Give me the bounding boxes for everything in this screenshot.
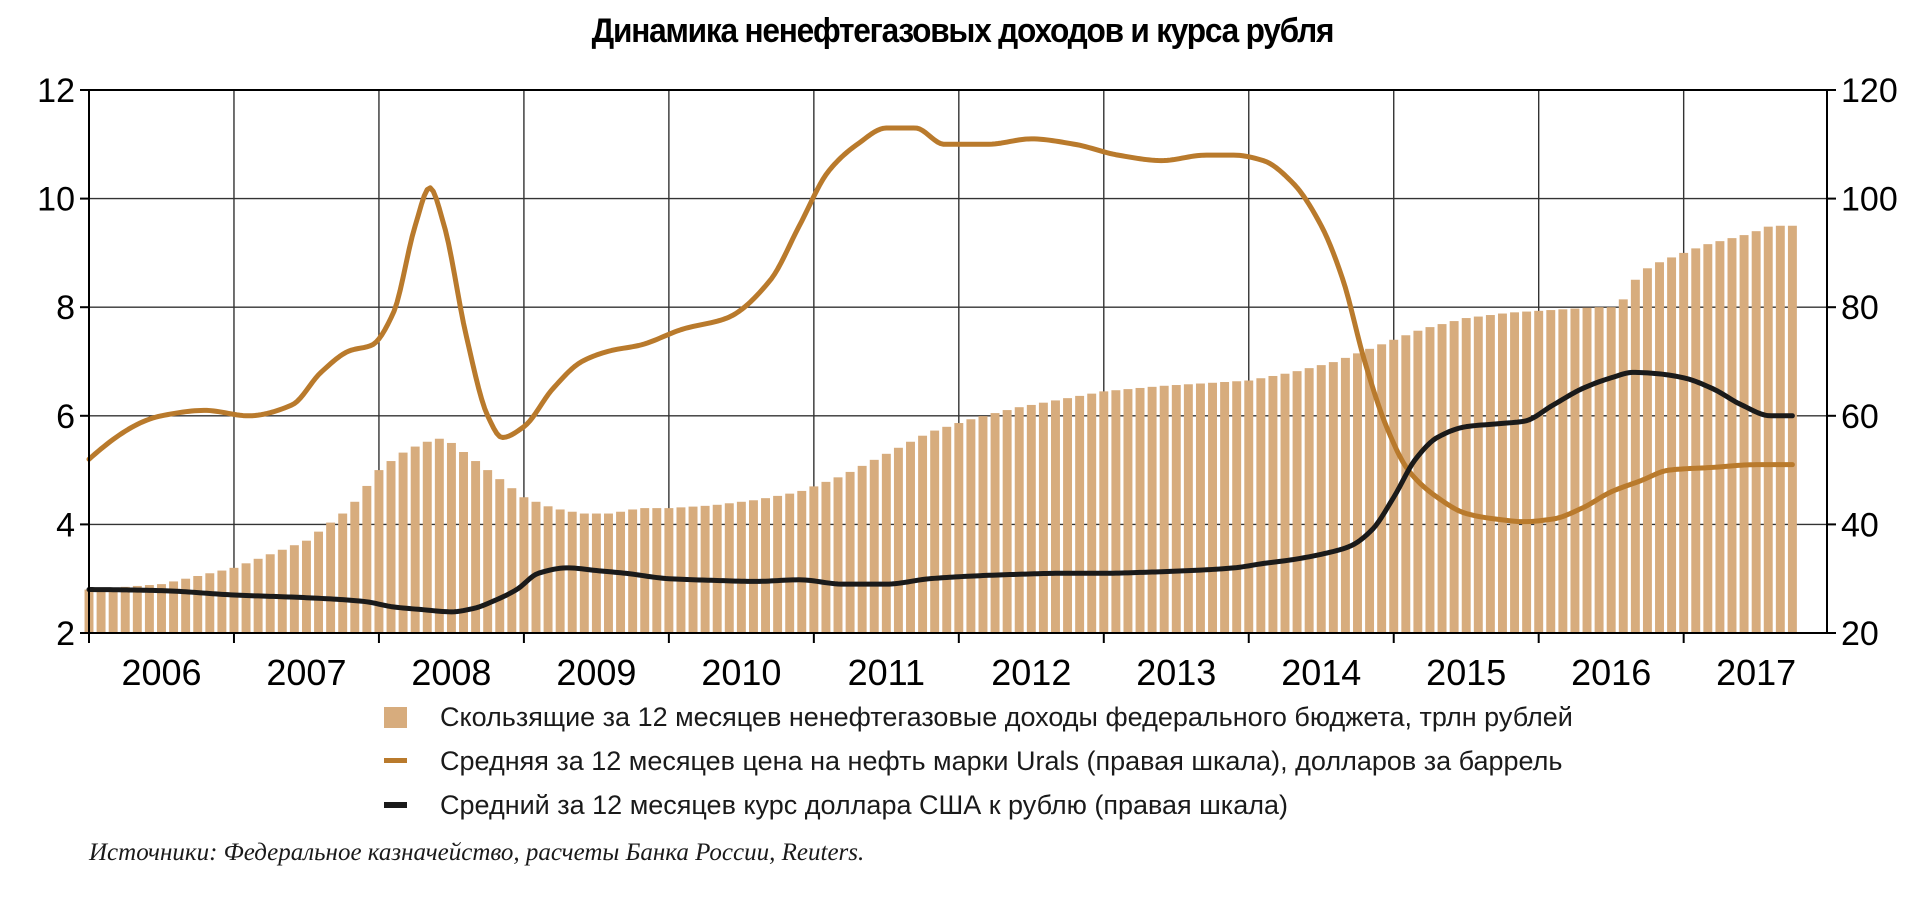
svg-text:Источники: Федеральное казначе: Источники: Федеральное казначейство, рас… — [88, 839, 864, 866]
svg-text:100: 100 — [1841, 181, 1898, 219]
svg-text:40: 40 — [1841, 506, 1879, 544]
svg-text:20: 20 — [1841, 615, 1879, 653]
svg-text:2017: 2017 — [1716, 652, 1796, 693]
svg-text:2009: 2009 — [556, 652, 636, 693]
svg-text:60: 60 — [1841, 398, 1879, 436]
svg-text:120: 120 — [1841, 72, 1898, 110]
svg-text:80: 80 — [1841, 289, 1879, 327]
svg-text:Динамика ненефтегазовых доходо: Динамика ненефтегазовых доходов и курса … — [592, 11, 1334, 49]
svg-text:2008: 2008 — [411, 652, 491, 693]
svg-text:2010: 2010 — [701, 652, 781, 693]
svg-text:2006: 2006 — [121, 652, 201, 693]
svg-text:2013: 2013 — [1136, 652, 1216, 693]
svg-text:2016: 2016 — [1571, 652, 1651, 693]
svg-text:4: 4 — [56, 506, 75, 544]
svg-text:2012: 2012 — [991, 652, 1071, 693]
svg-text:8: 8 — [56, 289, 75, 327]
svg-text:Скользящие за 12 месяцев ненеф: Скользящие за 12 месяцев ненефтегазовые … — [440, 702, 1573, 732]
svg-text:6: 6 — [56, 398, 75, 436]
svg-text:12: 12 — [37, 72, 75, 110]
svg-text:Средняя за 12 месяцев цена на: Средняя за 12 месяцев цена на нефть марк… — [440, 746, 1563, 776]
svg-text:2015: 2015 — [1426, 652, 1506, 693]
svg-text:Средний за 12 месяцев курс дол: Средний за 12 месяцев курс доллара США к… — [440, 790, 1288, 820]
svg-text:2007: 2007 — [266, 652, 346, 693]
svg-text:2014: 2014 — [1281, 652, 1361, 693]
svg-text:10: 10 — [37, 181, 75, 219]
svg-text:2011: 2011 — [848, 652, 925, 693]
svg-text:2: 2 — [56, 615, 75, 653]
